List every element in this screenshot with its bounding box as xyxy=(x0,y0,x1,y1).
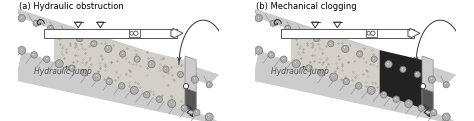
Circle shape xyxy=(47,25,54,31)
Polygon shape xyxy=(253,8,456,85)
Circle shape xyxy=(318,69,325,76)
Circle shape xyxy=(281,56,287,63)
Polygon shape xyxy=(422,56,433,112)
Circle shape xyxy=(181,105,188,111)
Circle shape xyxy=(55,60,63,68)
Circle shape xyxy=(367,31,371,35)
Polygon shape xyxy=(54,30,185,108)
Circle shape xyxy=(343,78,349,85)
Polygon shape xyxy=(16,50,229,121)
Text: (b) Mechanical clogging: (b) Mechanical clogging xyxy=(255,2,356,11)
FancyArrow shape xyxy=(408,28,420,38)
Polygon shape xyxy=(253,50,466,121)
Polygon shape xyxy=(422,88,433,112)
Bar xyxy=(44,29,177,38)
Circle shape xyxy=(130,31,134,35)
Text: (a) Hydraulic obstruction: (a) Hydraulic obstruction xyxy=(18,2,123,11)
Circle shape xyxy=(430,109,437,116)
Circle shape xyxy=(156,96,163,102)
Circle shape xyxy=(31,52,37,58)
Circle shape xyxy=(91,41,97,47)
Polygon shape xyxy=(185,88,196,112)
Bar xyxy=(281,29,414,38)
Circle shape xyxy=(367,86,375,94)
Circle shape xyxy=(255,46,263,54)
Text: Hydraulic jump: Hydraulic jump xyxy=(34,67,91,76)
Circle shape xyxy=(81,69,88,76)
Circle shape xyxy=(68,65,75,71)
Circle shape xyxy=(255,15,262,22)
Polygon shape xyxy=(291,30,422,108)
Circle shape xyxy=(328,41,334,47)
Circle shape xyxy=(298,30,306,37)
Circle shape xyxy=(61,30,69,37)
Circle shape xyxy=(76,36,82,42)
Polygon shape xyxy=(185,56,196,112)
Circle shape xyxy=(183,84,189,89)
Circle shape xyxy=(305,65,312,71)
Circle shape xyxy=(418,105,425,111)
Circle shape xyxy=(33,20,39,26)
Circle shape xyxy=(163,66,169,72)
Circle shape xyxy=(428,76,436,83)
Circle shape xyxy=(414,71,420,78)
Text: Hydraulic jump: Hydraulic jump xyxy=(271,67,328,76)
Circle shape xyxy=(18,15,25,22)
Circle shape xyxy=(168,100,176,108)
Circle shape xyxy=(148,61,155,68)
Circle shape xyxy=(292,60,300,68)
Polygon shape xyxy=(16,8,219,85)
Circle shape xyxy=(442,113,450,121)
Circle shape xyxy=(93,73,100,81)
Circle shape xyxy=(144,91,150,98)
Circle shape xyxy=(284,25,291,31)
Circle shape xyxy=(330,73,337,81)
Circle shape xyxy=(106,78,112,85)
Polygon shape xyxy=(380,50,422,108)
Bar xyxy=(365,29,377,37)
Bar xyxy=(128,29,140,37)
Circle shape xyxy=(118,83,125,89)
Circle shape xyxy=(443,82,449,88)
Circle shape xyxy=(206,82,212,88)
Circle shape xyxy=(134,56,140,62)
Circle shape xyxy=(420,84,426,89)
Circle shape xyxy=(405,100,413,108)
Circle shape xyxy=(400,66,406,72)
Circle shape xyxy=(193,109,200,116)
Circle shape xyxy=(177,71,183,78)
Circle shape xyxy=(191,76,199,83)
Circle shape xyxy=(130,86,138,94)
Circle shape xyxy=(356,83,362,89)
FancyArrow shape xyxy=(171,28,183,38)
Circle shape xyxy=(205,113,213,121)
Circle shape xyxy=(313,36,319,42)
Circle shape xyxy=(270,20,276,26)
Circle shape xyxy=(371,56,377,62)
Circle shape xyxy=(105,45,112,53)
Circle shape xyxy=(119,51,126,57)
Circle shape xyxy=(44,56,50,63)
Circle shape xyxy=(385,61,392,68)
Circle shape xyxy=(381,91,387,98)
Circle shape xyxy=(18,46,26,54)
Circle shape xyxy=(342,45,349,53)
Circle shape xyxy=(268,52,274,58)
Circle shape xyxy=(393,96,400,102)
Circle shape xyxy=(356,51,363,57)
